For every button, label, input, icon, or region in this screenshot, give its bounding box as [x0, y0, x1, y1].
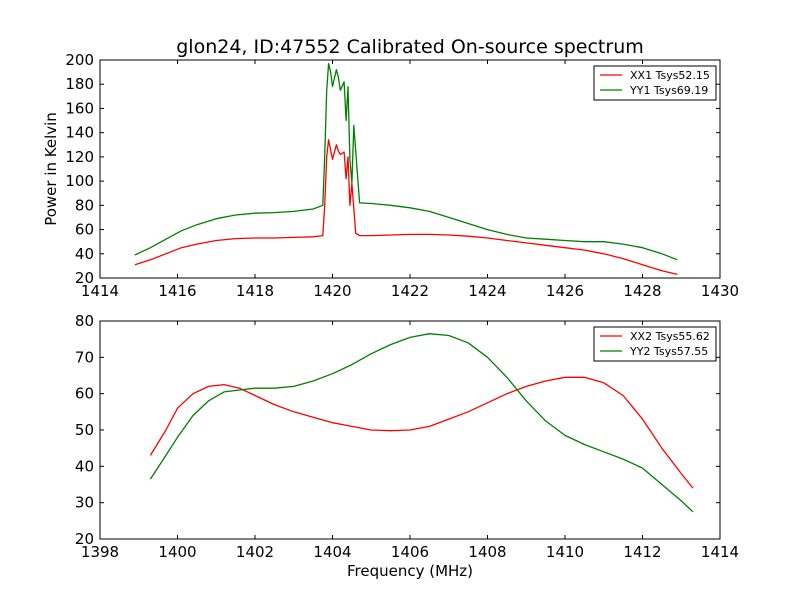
y-axis-label: Power in Kelvin — [42, 112, 60, 226]
y-tick-label: 60 — [75, 221, 94, 239]
y-tick-label: 180 — [65, 75, 94, 93]
x-tick-label: 1418 — [236, 282, 274, 300]
legend-label: YY1 Tsys69.19 — [629, 84, 708, 97]
series-line-2 — [134, 62, 678, 261]
x-axis-label: Frequency (MHz) — [347, 562, 473, 580]
x-tick-label: 1410 — [546, 543, 584, 561]
y-tick-label: 20 — [75, 530, 94, 548]
x-tick-label: 1404 — [313, 543, 351, 561]
y-tick-label: 40 — [75, 245, 94, 263]
series-line-1 — [149, 376, 694, 489]
y-tick-label: 120 — [65, 148, 94, 166]
series-line-2 — [149, 333, 694, 513]
series-line-1 — [134, 139, 678, 276]
legend-box — [593, 326, 717, 362]
x-tick-label: 1412 — [623, 543, 661, 561]
y-tick-label: 200 — [65, 51, 94, 69]
y-tick-label: 20 — [75, 269, 94, 287]
y-tick-label: 80 — [75, 196, 94, 214]
x-tick-label: 1402 — [236, 543, 274, 561]
x-tick-label: 1428 — [623, 282, 661, 300]
x-tick-label: 1426 — [546, 282, 584, 300]
y-tick-label: 40 — [75, 457, 94, 475]
y-tick-label: 80 — [75, 312, 94, 330]
legend: XX2 Tsys55.62 YY2 Tsys57.55 — [593, 326, 717, 362]
x-tick-label: 1408 — [468, 543, 506, 561]
chart-title: glon24, ID:47552 Calibrated On-source sp… — [176, 36, 644, 58]
x-tick-label: 1422 — [391, 282, 429, 300]
x-tick-label: 1424 — [468, 282, 506, 300]
legend-label: XX1 Tsys52.15 — [630, 69, 710, 82]
x-tick-label: 1398 — [81, 543, 119, 561]
x-tick-label: 1430 — [701, 282, 739, 300]
legend: XX1 Tsys52.15 YY1 Tsys69.19 — [593, 65, 717, 101]
y-tick-label: 100 — [65, 172, 94, 190]
legend-label: XX2 Tsys55.62 — [630, 330, 710, 343]
legend-label: YY2 Tsys57.55 — [629, 345, 708, 358]
y-tick-label: 50 — [75, 421, 94, 439]
x-tick-label: 1406 — [391, 543, 429, 561]
legend-box — [593, 65, 717, 101]
x-tick-label: 1420 — [313, 282, 351, 300]
y-tick-label: 70 — [75, 348, 94, 366]
x-tick-label: 1416 — [158, 282, 196, 300]
x-tick-label: 1400 — [158, 543, 196, 561]
y-tick-label: 140 — [65, 124, 94, 142]
bottom-panel: 1398 1400 1402 1404 1406 1408 1410 1412 1414 20 30… — [75, 312, 739, 580]
y-tick-label: 160 — [65, 99, 94, 117]
y-tick-label: 60 — [75, 385, 94, 403]
x-tick-label: 1414 — [81, 282, 119, 300]
top-panel: 1414 1416 1418 1420 1422 1424 1426 1428 1430 20 40… — [42, 36, 739, 300]
x-tick-label: 1414 — [701, 543, 739, 561]
y-tick-label: 30 — [75, 494, 94, 512]
